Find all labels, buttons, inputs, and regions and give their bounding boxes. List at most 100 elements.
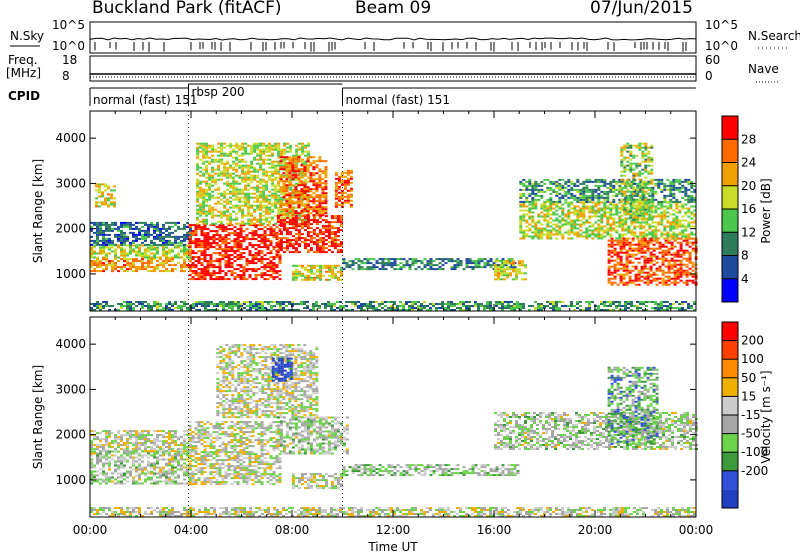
range-cell (108, 223, 111, 226)
range-cell (603, 190, 607, 193)
range-cell (346, 193, 350, 196)
range-cell (316, 264, 319, 267)
range-cell (649, 255, 653, 258)
range-cell (236, 254, 240, 257)
range-cell (600, 229, 604, 232)
range-cell (295, 206, 299, 209)
range-cell (603, 203, 607, 206)
range-cell (285, 208, 289, 211)
range-cell (269, 264, 273, 267)
range-cell (307, 180, 311, 183)
range-cell (503, 278, 506, 281)
range-cell (670, 281, 674, 284)
range-cell (552, 233, 556, 236)
range-cell (576, 211, 580, 214)
range-cell (633, 221, 637, 224)
range-cell (274, 146, 278, 149)
range-cell (649, 259, 653, 262)
range-cell (585, 205, 589, 208)
range-cell (265, 218, 269, 221)
range-cell (628, 261, 632, 264)
range-cell (196, 180, 200, 183)
range-cell (642, 196, 646, 199)
range-cell (669, 203, 673, 206)
station-title: Buckland Park (fitACF) (92, 0, 282, 18)
range-cell (188, 274, 192, 277)
range-cell (223, 162, 227, 165)
range-cell (303, 166, 307, 169)
range-cell (212, 246, 216, 249)
range-cell (649, 247, 653, 250)
range-cell (244, 184, 248, 187)
range-cell (582, 203, 586, 206)
range-cell (279, 223, 283, 226)
range-cell (191, 270, 195, 273)
range-cell (509, 274, 512, 277)
range-cell (640, 275, 644, 278)
range-cell (250, 196, 254, 199)
range-cell (384, 264, 388, 267)
range-cell (497, 260, 500, 263)
range-cell (206, 232, 210, 235)
range-cell (298, 218, 302, 221)
range-cell (205, 204, 209, 207)
range-cell (120, 250, 123, 253)
range-cell (321, 243, 325, 246)
range-cell (613, 247, 617, 250)
range-cell (214, 172, 218, 175)
range-cell (679, 263, 683, 266)
range-cell (230, 274, 234, 277)
range-cell (330, 245, 334, 248)
range-cell (294, 251, 298, 254)
range-cell (669, 229, 673, 232)
range-cell (333, 227, 337, 230)
range-cell (312, 206, 316, 209)
range-cell (408, 268, 412, 271)
range-cell (612, 188, 616, 191)
range-cell (248, 252, 252, 255)
range-cell (144, 268, 147, 271)
range-cell (600, 233, 604, 236)
range-cell (271, 210, 275, 213)
range-cell (337, 199, 341, 202)
range-cell (244, 178, 248, 181)
range-cell (285, 158, 289, 161)
range-cell (693, 200, 697, 203)
range-cell (123, 237, 126, 240)
range-cell (263, 232, 267, 235)
range-cell (649, 237, 653, 240)
range-cell (256, 174, 260, 177)
range-cell (271, 170, 275, 173)
range-cell (327, 245, 331, 248)
range-cell (269, 270, 273, 273)
range-cell (582, 190, 586, 193)
range-cell (682, 257, 686, 260)
range-cell (300, 221, 304, 224)
range-cell (300, 227, 304, 230)
range-cell (306, 190, 310, 193)
range-cell (126, 260, 129, 263)
range-cell (253, 218, 257, 221)
range-cell (165, 254, 168, 257)
range-cell (286, 176, 290, 179)
range-cell (233, 226, 237, 229)
range-cell (309, 196, 313, 199)
range-cell (262, 196, 266, 199)
range-cell (202, 204, 206, 207)
range-cell (340, 205, 344, 208)
range-cell (628, 279, 632, 282)
range-cell (342, 260, 346, 263)
range-cell (483, 258, 487, 261)
range-cell (214, 222, 218, 225)
range-cell (555, 180, 559, 183)
range-cell (194, 234, 198, 237)
range-cell (263, 234, 267, 237)
range-cell (519, 203, 523, 206)
range-cell (612, 207, 616, 210)
range-cell (630, 186, 634, 189)
range-cell (621, 235, 625, 238)
range-cell (525, 219, 529, 222)
range-cell (318, 194, 322, 197)
range-cell (203, 236, 207, 239)
range-cell (624, 221, 628, 224)
